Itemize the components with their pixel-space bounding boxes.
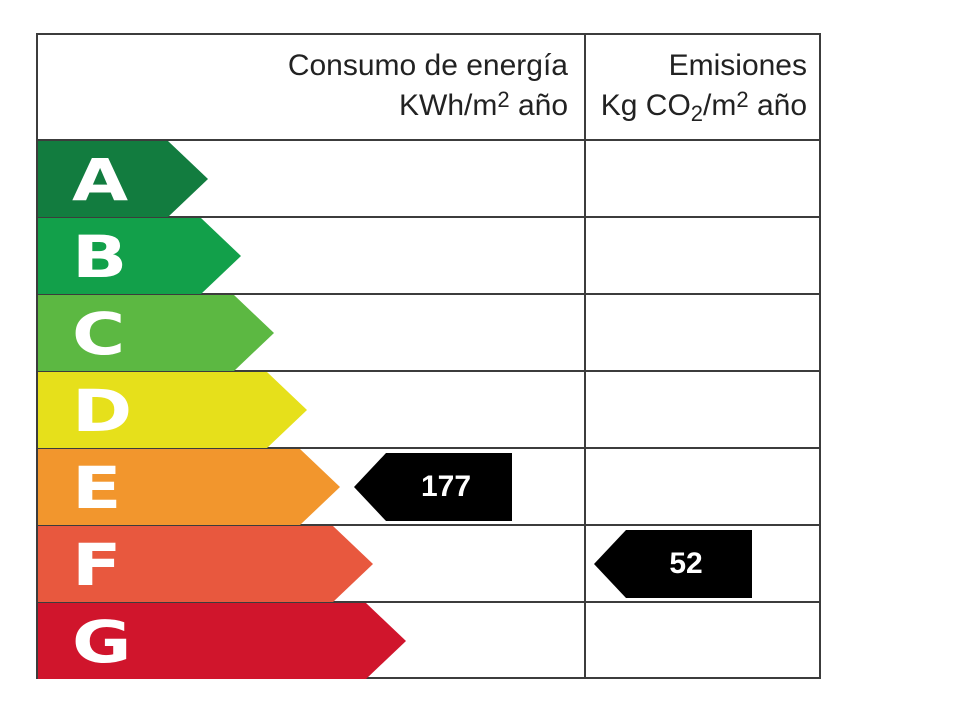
row-divider bbox=[38, 370, 819, 372]
rating-letter: E bbox=[72, 454, 122, 522]
energy-value-marker: 177 bbox=[354, 453, 512, 521]
row-divider bbox=[38, 293, 819, 295]
row-divider bbox=[38, 216, 819, 218]
rating-bar-g: G bbox=[38, 603, 406, 679]
emissions-unit: Kg CO2/m2 año bbox=[600, 87, 807, 126]
row-divider bbox=[38, 601, 819, 603]
rating-bar-b: B bbox=[38, 218, 241, 294]
rating-letter: D bbox=[72, 377, 133, 445]
emissions-title: Emisiones bbox=[668, 49, 807, 82]
rating-bar-f: F bbox=[38, 526, 373, 602]
rating-bar-d: D bbox=[38, 372, 307, 448]
emissions-header: Emisiones Kg CO2/m2 año bbox=[586, 35, 821, 139]
energy-certificate-label: Consumo de energía KWh/m2 año Emisiones … bbox=[36, 33, 821, 679]
emissions-value-marker: 52 bbox=[594, 530, 752, 598]
rating-letter: C bbox=[72, 300, 126, 368]
rating-bar-e: E bbox=[38, 449, 340, 525]
energy-consumption-header: Consumo de energía KWh/m2 año bbox=[38, 35, 584, 139]
rating-letter: F bbox=[72, 531, 122, 599]
energy-unit: KWh/m2 año bbox=[399, 87, 568, 122]
rating-bar-c: C bbox=[38, 295, 274, 371]
header-divider bbox=[38, 139, 819, 141]
rating-letter: B bbox=[72, 223, 128, 291]
energy-title: Consumo de energía bbox=[287, 49, 568, 82]
column-divider bbox=[584, 35, 586, 677]
rating-bar-a: A bbox=[38, 141, 208, 217]
row-divider bbox=[38, 447, 819, 449]
rating-letter: A bbox=[72, 146, 129, 214]
row-divider bbox=[38, 524, 819, 526]
rating-letter: G bbox=[72, 608, 132, 676]
